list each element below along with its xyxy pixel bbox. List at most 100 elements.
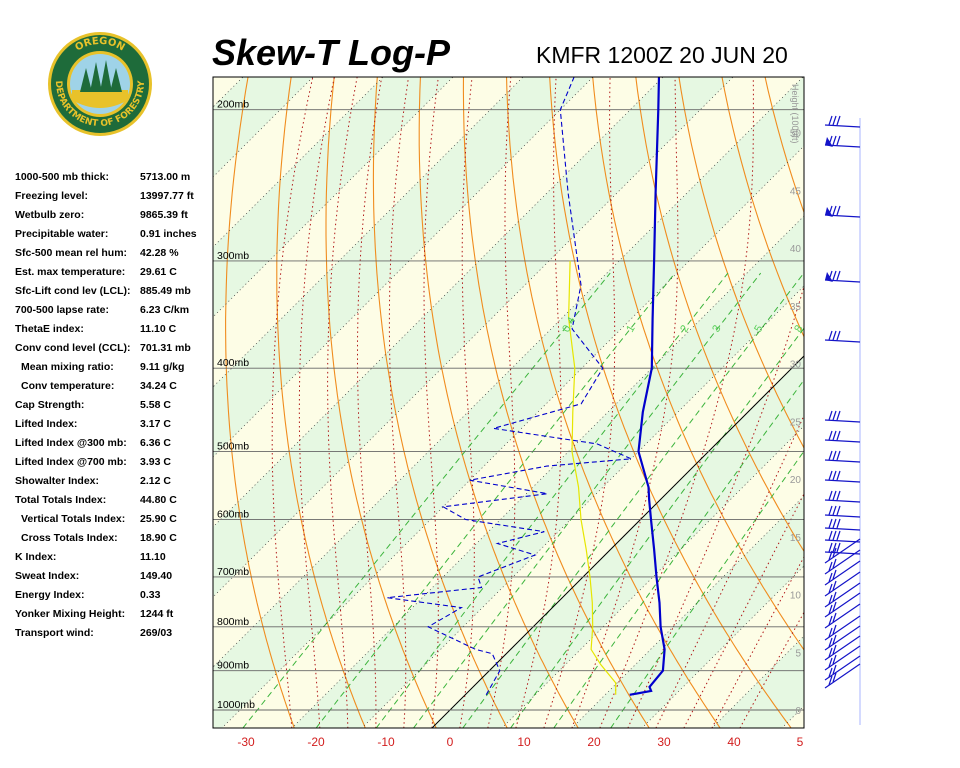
stat-row: Showalter Index: 2.12 C [15, 472, 215, 491]
wind-barb [824, 582, 861, 608]
station-time-label: KMFR 1200Z 20 JUN 20 [536, 42, 788, 68]
stat-label: Showalter Index: [15, 475, 100, 487]
stat-label: Cross Totals Index: [21, 532, 118, 544]
stat-row: K Index: 11.10 [15, 548, 215, 567]
stat-row: Sweat Index: 149.40 [15, 567, 215, 586]
isobar-label: 800mb [217, 616, 249, 628]
stat-row: Transport wind: 269/03 [15, 624, 215, 643]
stat-value: 885.49 mb [140, 285, 191, 297]
stat-value: 0.33 [140, 589, 161, 601]
height-tick-label: 25 [790, 417, 802, 428]
stat-label: Sweat Index: [15, 570, 80, 582]
dry-adiabat-line [325, 77, 437, 728]
wind-barb [824, 205, 861, 218]
isotherm-line [361, 285, 804, 728]
stat-label: 1000-500 mb thick: [15, 171, 109, 183]
wind-barb [824, 603, 861, 629]
stat-label: Conv cond level (CCL): [15, 342, 131, 354]
wind-barb [824, 645, 861, 671]
parcel-trace-line [567, 260, 617, 695]
dry-adiabat-line [372, 77, 508, 728]
mixing-ratio-label: 3 [710, 323, 723, 334]
stat-row: Wetbulb zero: 9865.39 ft [15, 206, 215, 225]
stat-row: Cap Strength: 5.58 C [15, 396, 215, 415]
stat-label: Wetbulb zero: [15, 209, 85, 221]
dry-adiabat-line [678, 77, 804, 450]
wind-barb [824, 530, 861, 543]
stat-label: Precipitable water: [15, 228, 109, 240]
mixing-ratio-line [462, 272, 804, 728]
stat-value: 29.61 C [140, 266, 177, 278]
stat-label: Lifted Index @700 mb: [15, 456, 127, 468]
wind-barb [824, 655, 861, 681]
isobar-label: 500mb [217, 440, 249, 452]
mixing-ratio-label: 1 [624, 323, 637, 334]
isotherm-band [213, 77, 804, 728]
wind-barb [824, 615, 861, 641]
stat-value: 1244 ft [140, 608, 174, 620]
dry-adiabat-line [506, 77, 721, 728]
stat-label: Lifted Index: [15, 418, 78, 430]
dry-adiabat-line [276, 77, 366, 728]
zero-isotherm-line [431, 355, 804, 728]
stat-row: Lifted Index @300 mb: 6.36 C [15, 434, 215, 453]
stat-label: Sfc-Lift cond lev (LCL): [15, 285, 131, 297]
isobar-label: 400mb [217, 357, 249, 369]
temperature-tick-label: -20 [307, 735, 325, 749]
stat-label: Vertical Totals Index: [21, 513, 126, 525]
dewpoint-trace-line [387, 77, 632, 696]
wind-barb [824, 490, 861, 503]
wind-barb [824, 592, 861, 618]
temperature-tick-label: 30 [657, 735, 671, 749]
stat-row: Lifted Index: 3.17 C [15, 415, 215, 434]
stat-row: Lifted Index @700 mb: 3.93 C [15, 453, 215, 472]
mixing-ratio-label: 8 [792, 323, 805, 334]
stat-value: 0.91 inches [140, 228, 197, 240]
dry-adiabat-line [882, 0, 960, 728]
stat-label: 700-500 lapse rate: [15, 304, 109, 316]
wind-barb [824, 505, 861, 518]
height-tick-label: 30 [790, 360, 802, 371]
wind-barb [824, 410, 861, 423]
isotherm-line [213, 77, 594, 458]
stat-row: Cross Totals Index: 18.90 C [15, 529, 215, 548]
wind-barb [824, 470, 861, 483]
isotherm-line [501, 425, 804, 728]
height-tick-label: 45 [790, 186, 802, 197]
stat-value: 6.36 C [140, 437, 171, 449]
stat-value: 6.23 C/km [140, 304, 190, 316]
dry-adiabat-line [418, 77, 579, 728]
height-tick-label: 50 [790, 129, 802, 140]
stat-row: Sfc-500 mean rel hum: 42.28 % [15, 244, 215, 263]
dry-adiabat-line [635, 77, 804, 553]
wind-barb [824, 270, 861, 283]
wind-barb [824, 518, 861, 531]
isobar-label: 200mb [217, 99, 249, 111]
stat-label: Lifted Index @300 mb: [15, 437, 127, 449]
stat-row: Yonker Mixing Height: 1244 ft [15, 605, 215, 624]
temperature-tick-label: -30 [237, 735, 255, 749]
stat-label: Est. max temperature: [15, 266, 126, 278]
temperature-tick-label: -10 [377, 735, 395, 749]
stat-value: 11.10 C [140, 323, 177, 335]
isotherm-band [213, 77, 594, 458]
mixing-ratio-line [375, 272, 729, 728]
stat-row: 1000-500 mb thick: 5713.00 m [15, 168, 215, 187]
dry-adiabat-line [721, 77, 804, 338]
stat-value: 2.12 C [140, 475, 171, 487]
isotherm-line [213, 77, 664, 528]
isotherm-line [213, 77, 524, 388]
plot-frame [212, 76, 805, 729]
stat-row: Total Totals Index: 44.80 C [15, 491, 215, 510]
temperature-trace-line [629, 77, 666, 696]
isotherm-line [213, 77, 454, 318]
dry-adiabat-line [764, 77, 804, 214]
temperature-tick-label: 20 [587, 735, 601, 749]
isobar-label: 600mb [217, 508, 249, 520]
stat-label: K Index: [15, 551, 57, 563]
stat-value: 13997.77 ft [140, 190, 194, 202]
mixing-ratio-label: 2 [678, 323, 691, 334]
wind-barb [824, 560, 861, 586]
height-tick-label: 10 [790, 591, 802, 602]
